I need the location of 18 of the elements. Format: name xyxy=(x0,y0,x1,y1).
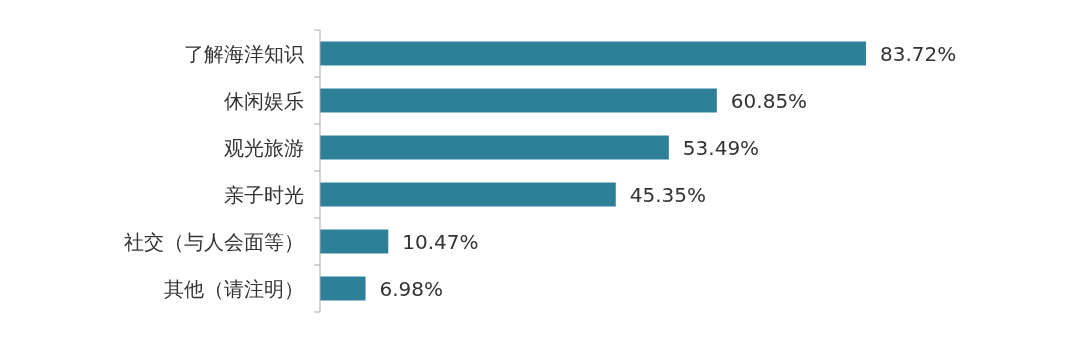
data-label: 45.35% xyxy=(629,182,707,207)
bar xyxy=(320,229,389,254)
bar xyxy=(320,135,669,160)
data-label: 53.49% xyxy=(682,135,760,160)
y-tick-label: 观光旅游 xyxy=(224,135,304,160)
y-tick-label: 休闲娱乐 xyxy=(224,88,304,113)
bar xyxy=(320,88,717,113)
bar xyxy=(320,41,866,66)
bar xyxy=(320,182,616,207)
y-tick-label: 其他（请注明） xyxy=(164,276,304,301)
y-tick-label: 亲子时光 xyxy=(224,182,304,207)
bar xyxy=(320,276,366,301)
data-label: 83.72% xyxy=(880,41,957,66)
y-tick-label: 社交（与人会面等） xyxy=(124,229,304,254)
data-label: 10.47% xyxy=(402,229,479,254)
y-tick-label: 了解海洋知识 xyxy=(184,41,304,66)
data-label: 6.98% xyxy=(379,276,444,301)
data-label: 60.85% xyxy=(730,88,808,113)
